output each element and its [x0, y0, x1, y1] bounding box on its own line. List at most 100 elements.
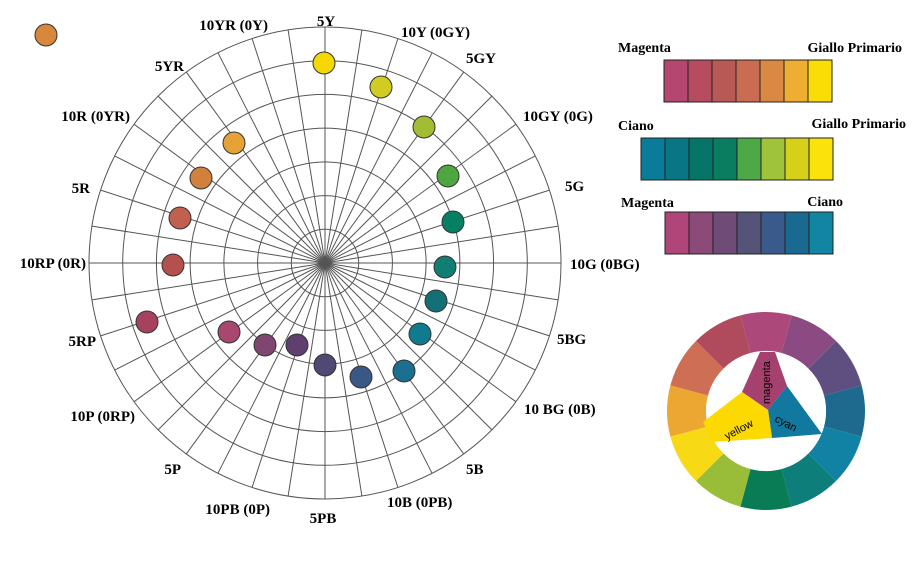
polar-spoke [157, 95, 326, 264]
polar-spokes [89, 27, 561, 499]
hue-dot [412, 115, 436, 139]
strip-swatch [784, 137, 810, 181]
hue-dot [392, 359, 416, 383]
subtractive-color-wheel: magenta cyan yellow [667, 312, 865, 510]
strip-swatches [664, 211, 834, 255]
wheel-segment [670, 341, 724, 396]
wheel-segment [740, 469, 792, 510]
hue-dot [313, 353, 337, 377]
wheel-segment [808, 426, 862, 481]
strip-right-label: Giallo Primario [812, 117, 906, 132]
polar-spoke [324, 262, 536, 371]
hue-dot [222, 131, 246, 155]
hue-dot [285, 333, 309, 357]
polar-spoke [287, 262, 326, 497]
hue-label-5R: 5R [72, 181, 91, 197]
hue-sample-dots [135, 51, 465, 389]
strip-swatch [807, 59, 833, 103]
strip-swatch [640, 137, 666, 181]
magenta-label: magenta [761, 360, 773, 404]
strip-magenta-yellow: Magenta Giallo Primario [618, 41, 902, 103]
polar-spoke [217, 262, 326, 474]
hue-dot [253, 333, 277, 357]
polar-spoke [100, 189, 326, 264]
hue-dot [424, 289, 448, 313]
polar-spoke [114, 155, 326, 264]
polar-spoke [114, 262, 326, 371]
polar-spoke [324, 155, 536, 264]
hue-label-10Y: 10Y (0GY) [401, 25, 470, 41]
strip-swatch [736, 137, 762, 181]
polar-spoke [324, 52, 433, 264]
hue-dot [168, 206, 192, 230]
wheel-segments [667, 312, 865, 510]
hue-label-5Y: 5Y [317, 14, 336, 30]
hue-label-10YR: 10YR (0Y) [199, 18, 268, 34]
triangle-yellow [703, 392, 772, 442]
polar-spoke [91, 262, 326, 301]
polar-spoke [324, 262, 559, 301]
polar-spoke [324, 189, 550, 264]
wheel-segment [696, 453, 751, 507]
hue-label-10P: 10P (0RP) [70, 409, 135, 425]
strip-right-label: Giallo Primario [808, 41, 902, 56]
strip-swatch [759, 59, 785, 103]
wheel-segment [667, 385, 708, 437]
polar-spoke [185, 262, 326, 455]
strip-swatch [808, 137, 834, 181]
polar-spoke [217, 52, 326, 264]
strip-swatch [664, 211, 690, 255]
strip-left-label: Magenta [621, 196, 674, 211]
hue-labels: 5Y 10Y (0GY) 5GY 10GY (0G) 5G 10G (0BG) … [20, 14, 640, 527]
hue-label-10R: 10R (0YR) [61, 109, 130, 125]
hue-label-5G: 5G [565, 179, 585, 195]
strip-swatches [663, 59, 833, 103]
hue-label-10PB: 10PB (0P) [205, 502, 270, 518]
strip-cyan-yellow: Ciano Giallo Primario [618, 117, 906, 181]
hue-dot [433, 255, 457, 279]
hue-label-5B: 5B [466, 462, 484, 478]
polar-spoke [324, 71, 465, 264]
wheel-segment [670, 426, 724, 481]
hue-label-10RP: 10RP (0R) [20, 256, 86, 272]
hue-label-5GY: 5GY [466, 51, 496, 67]
hue-label-5PB: 5PB [310, 511, 337, 527]
hue-dot [408, 322, 432, 346]
strip-swatch [808, 211, 834, 255]
polar-spoke [100, 262, 326, 337]
strip-swatch [736, 211, 762, 255]
polar-spoke [251, 38, 326, 264]
hue-label-10B: 10B (0PB) [387, 495, 452, 511]
polar-spoke [324, 38, 399, 264]
strip-left-label: Magenta [618, 41, 671, 56]
triangle-cyan [768, 386, 822, 438]
wheel-segment [781, 315, 836, 369]
strip-swatch [760, 137, 786, 181]
polar-spoke [324, 262, 465, 455]
wheel-segment [740, 312, 792, 353]
hue-label-10BG: 10 BG (0B) [524, 402, 596, 418]
strip-swatch [688, 211, 714, 255]
polar-spoke [324, 262, 433, 474]
hue-label-5BG: 5BG [557, 332, 587, 348]
munsell-hue-polar-chart: 5Y 10Y (0GY) 5GY 10GY (0G) 5G 10G (0BG) … [20, 14, 640, 527]
strip-swatch [783, 59, 809, 103]
strip-swatches [640, 137, 834, 181]
strip-swatch [784, 211, 810, 255]
strip-swatch [712, 137, 738, 181]
hue-dot [217, 320, 241, 344]
legend-dot [34, 23, 58, 47]
polar-spoke [287, 29, 326, 264]
polar-spoke [324, 123, 517, 264]
hue-dot [189, 166, 213, 190]
hue-dot [436, 164, 460, 188]
strip-swatch [663, 59, 689, 103]
hue-dot [441, 210, 465, 234]
wheel-segment [781, 453, 836, 507]
strip-left-label: Ciano [618, 119, 654, 134]
strip-swatch [664, 137, 690, 181]
hue-label-10GY: 10GY (0G) [523, 109, 593, 125]
strip-swatch [735, 59, 761, 103]
hue-label-5YR: 5YR [155, 59, 184, 75]
